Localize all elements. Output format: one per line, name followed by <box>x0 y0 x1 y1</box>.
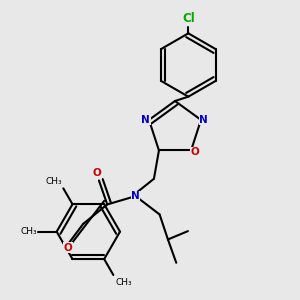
Text: N: N <box>131 191 140 201</box>
Text: CH₃: CH₃ <box>115 278 132 286</box>
Text: N: N <box>141 115 150 125</box>
Text: CH₃: CH₃ <box>20 227 37 236</box>
Text: CH₃: CH₃ <box>45 177 62 186</box>
Text: O: O <box>190 147 199 157</box>
Text: Cl: Cl <box>182 12 195 25</box>
Text: O: O <box>64 243 73 253</box>
Text: O: O <box>93 168 102 178</box>
Text: N: N <box>199 115 208 125</box>
